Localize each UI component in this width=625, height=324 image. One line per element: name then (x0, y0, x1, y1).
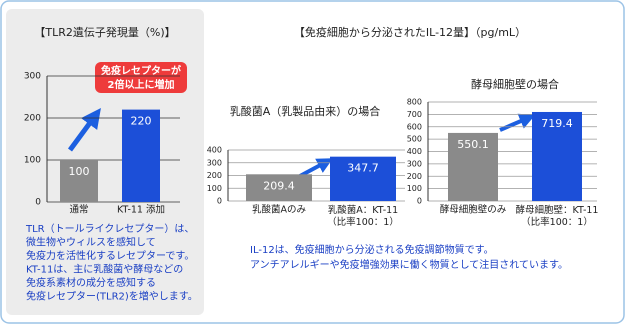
y-tick-label: 400 (207, 146, 222, 155)
chart-title: 酵母細胞壁の場合 (471, 77, 559, 91)
arrow (499, 113, 536, 132)
y-tick-label: 100 (407, 184, 422, 193)
x-tick-label: 乳酸菌A：KT-11 （比率100：1） (327, 204, 399, 228)
x-tick-label: 酵母細胞壁：KT-11 （比率100：1） (516, 204, 599, 228)
x-tick-label: 乳酸菌Aのみ (252, 204, 306, 216)
bar (532, 111, 582, 201)
y-tick-label: 100 (24, 156, 41, 166)
bar (122, 109, 160, 202)
y-tick-label: 200 (24, 114, 41, 124)
y-tick-label: 800 (407, 98, 422, 107)
note: 免疫系素材の成分を感知する (26, 276, 156, 289)
note: 免疫レセプター(TLR2)を増やします。 (26, 290, 198, 303)
note: 免疫力を活性化するレセプターです。 (26, 249, 194, 262)
annotation: 免疫レセプターが (101, 64, 182, 77)
y-tick-label: 500 (407, 135, 422, 144)
bar (448, 132, 498, 201)
y-tick-label: 200 (407, 172, 422, 181)
value-label: 220 (131, 115, 152, 128)
note: アンチアレルギーや免疫増強効果に働く物質として注目されています。 (250, 258, 568, 271)
value-label: 347.7 (347, 162, 379, 175)
label-line: 乳酸菌A：KT-11 (328, 204, 398, 216)
x-tick-label: 酵母細胞壁のみ (440, 204, 507, 216)
x-tick-label: 通常 (69, 204, 88, 216)
panel-title: 【免疫細胞から分泌されたIL-12量】（pg/mL） (294, 25, 526, 39)
y-tick-label: 0 (417, 197, 422, 206)
note: KT-11は、主に乳酸菌や酵母などの (26, 263, 183, 276)
label-line: （比率100：1） (521, 216, 593, 228)
y-tick-label: 200 (207, 171, 222, 180)
y-tick-label: 700 (407, 110, 422, 119)
y-tick-label: 300 (24, 72, 41, 82)
annotation-box (95, 62, 187, 93)
x-tick-label: KT-11 添加 (117, 205, 165, 216)
y-tick-label: 300 (207, 158, 222, 167)
annotation: 2倍以上に増加 (108, 78, 175, 91)
value-label: 100 (69, 165, 90, 178)
bar (330, 156, 396, 201)
note: 微生物やウィルスを感知して (26, 236, 156, 249)
note: IL-12は、免疫細胞から分泌される免疫調節物質です。 (250, 243, 494, 256)
arrow (299, 158, 334, 178)
y-tick-label: 300 (407, 159, 422, 168)
y-tick-label: 400 (407, 147, 422, 156)
chart-title: 乳酸菌A（乳製品由来）の場合 (230, 104, 381, 118)
value-label: 550.1 (457, 138, 489, 151)
value-label: 209.4 (263, 179, 295, 192)
y-tick-label: 0 (217, 197, 222, 206)
note: TLR（トールライクレセプター）は、 (25, 223, 194, 235)
label-line: （比率100：1） (327, 216, 399, 228)
bar (246, 174, 312, 201)
y-tick-label: 100 (207, 184, 222, 193)
y-tick-label: 0 (35, 198, 41, 208)
y-tick-label: 600 (407, 122, 422, 131)
bar (60, 160, 98, 202)
label-line: 酵母細胞壁：KT-11 (516, 204, 599, 216)
arrow (67, 107, 101, 152)
chart-title: 【TLR2遺伝子発現量（%)】 (34, 25, 175, 39)
value-label: 719.4 (541, 117, 573, 130)
